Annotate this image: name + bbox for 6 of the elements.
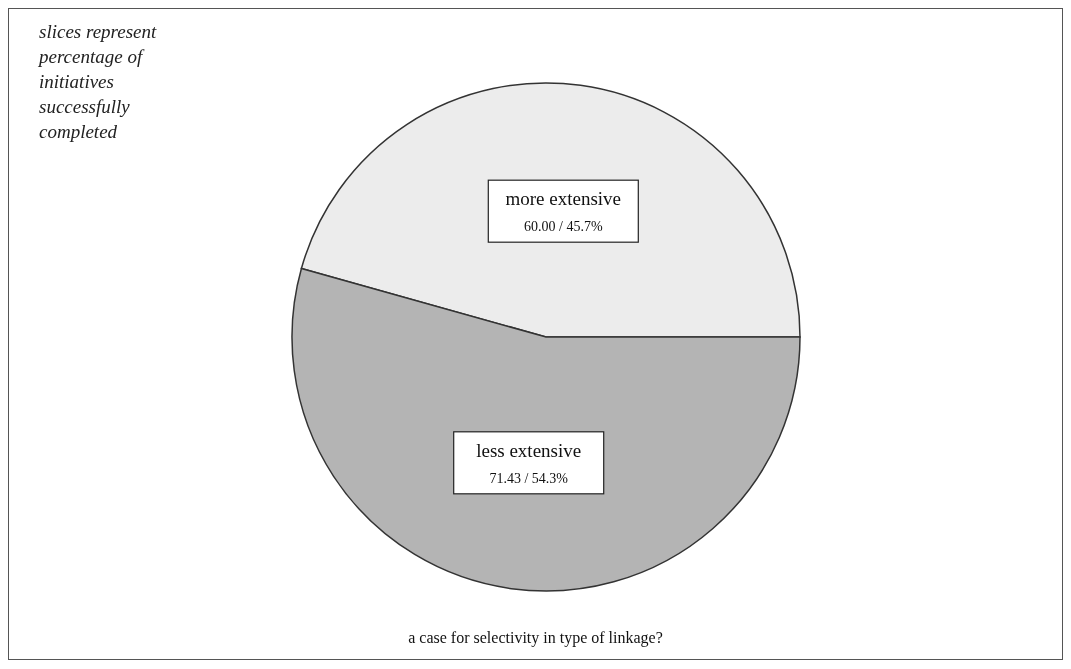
data-label: 60.00 / 45.7% (524, 219, 603, 235)
text: slices represent percentage of initiatives successfully completed (39, 20, 158, 144)
slice-label: less extensive (476, 439, 582, 461)
text: a case for selectivity in type of linkage? (407, 629, 664, 647)
data-label: 71.43 / 54.3% (489, 470, 569, 486)
slice-label: more extensive (505, 188, 622, 210)
